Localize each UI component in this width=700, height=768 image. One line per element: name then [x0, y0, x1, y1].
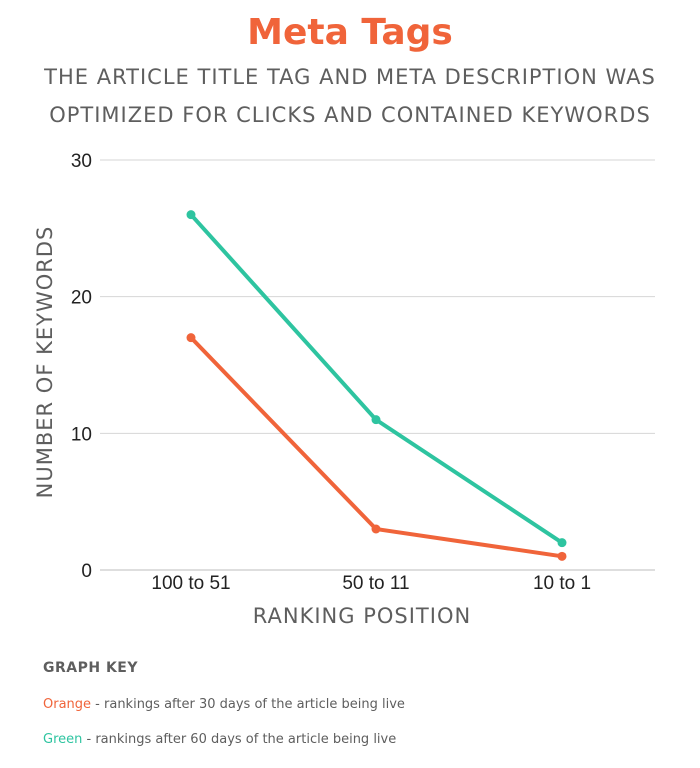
- y-tick-label: 0: [81, 561, 92, 582]
- graph-key-item-orange: Orange - rankings after 30 days of the a…: [43, 697, 405, 712]
- data-point-green: [557, 538, 567, 548]
- gridlines: [100, 159, 655, 571]
- x-tick-labels: 100 to 51 50 to 11 10 to 1: [151, 573, 591, 594]
- y-tick-labels: 0 10 20 30: [71, 151, 92, 582]
- line-chart: 0 10 20 30 100 to 51 50 to 11 10 to 1: [71, 151, 655, 594]
- y-tick-label: 20: [71, 288, 92, 309]
- graph-key-heading: GRAPH KEY: [43, 660, 139, 676]
- data-point-orange: [557, 551, 567, 561]
- graph-key-item-green: Green - rankings after 60 days of the ar…: [43, 732, 396, 747]
- graph-key-description: - rankings after 30 days of the article …: [91, 697, 405, 712]
- x-tick-label: 10 to 1: [533, 573, 591, 594]
- series-lines: [186, 210, 567, 561]
- series-line-orange: [189, 335, 564, 559]
- x-tick-label: 100 to 51: [151, 573, 230, 594]
- y-axis-title: NUMBER OF KEYWORDS: [33, 225, 57, 499]
- y-tick-label: 30: [71, 151, 92, 172]
- data-point-green: [371, 415, 381, 425]
- chart-title: Meta Tags: [247, 12, 453, 53]
- data-point-orange: [186, 333, 196, 343]
- x-axis-title: RANKING POSITION: [252, 604, 472, 628]
- chart-subtitle: THE ARTICLE TITLE TAG AND META DESCRIPTI…: [44, 65, 656, 127]
- graph-key-color-word: Green: [43, 732, 83, 747]
- graph-key-description: - rankings after 60 days of the article …: [82, 732, 397, 747]
- graph-key-color-word: Orange: [43, 697, 92, 712]
- x-tick-label: 50 to 11: [342, 573, 409, 594]
- data-point-green: [186, 210, 196, 220]
- data-point-orange: [371, 524, 381, 534]
- series-line-green: [189, 212, 564, 545]
- y-tick-label: 10: [71, 424, 92, 445]
